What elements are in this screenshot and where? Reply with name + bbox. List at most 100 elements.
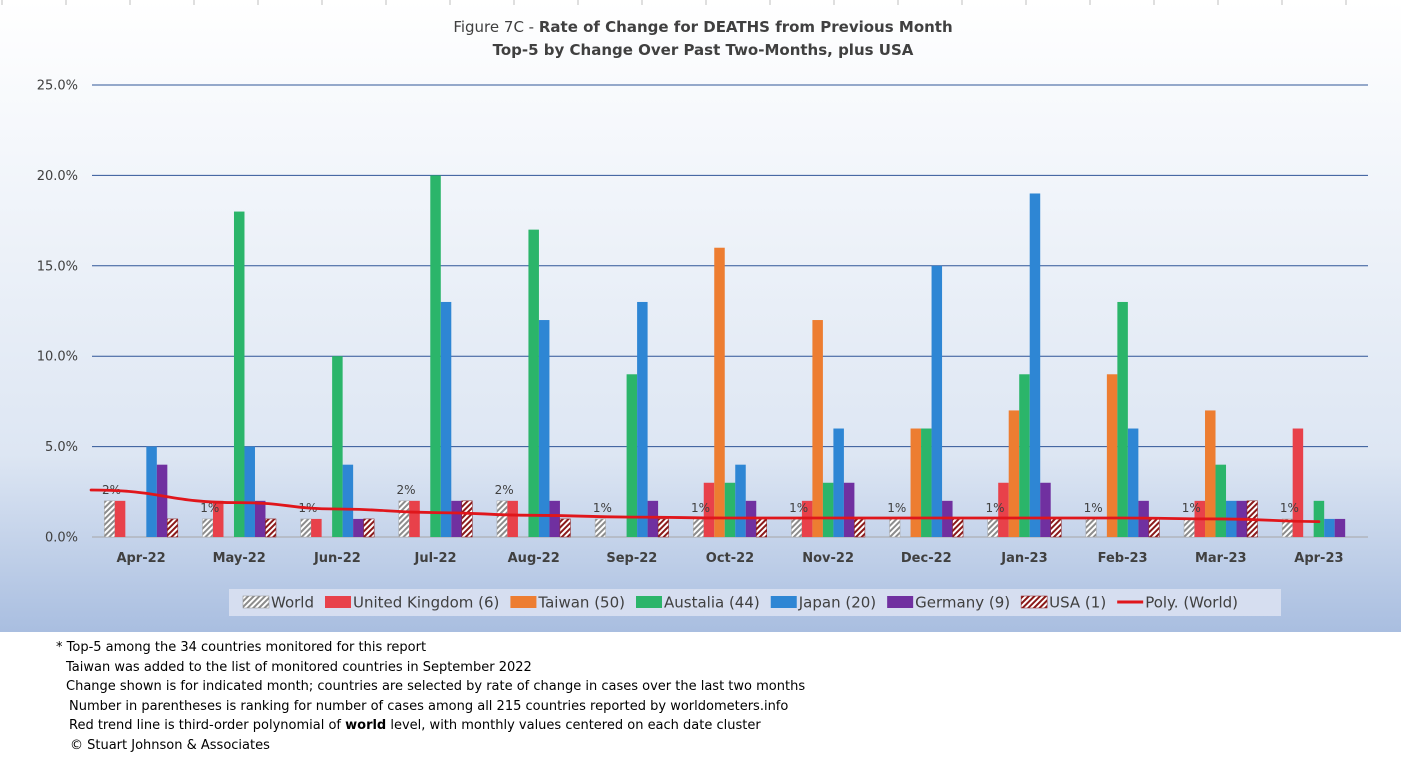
legend-label: Germany (9) [915, 594, 1010, 612]
legend-swatch [887, 596, 914, 608]
bar-japan-20-jan-23 [1029, 193, 1041, 538]
bar-austalia-44-dec-22 [921, 428, 932, 537]
bar-japan-20-oct-22 [735, 464, 746, 537]
bar-usa-1-jan-23 [1050, 518, 1062, 538]
y-tick-label: 15.0% [37, 259, 78, 274]
legend-swatch [242, 595, 270, 609]
bar-usa-1-jun-22 [363, 518, 375, 538]
bar-austalia-44-oct-22 [724, 482, 736, 537]
x-tick-label: Dec-22 [901, 551, 952, 566]
bar-united-kingdom-6-jun-22 [311, 518, 322, 537]
legend-label-trend: Poly. (World) [1145, 594, 1238, 612]
bar-united-kingdom-6-oct-22 [703, 482, 715, 537]
data-label-world: 1% [1280, 501, 1299, 515]
bar-austalia-44-aug-22 [528, 229, 539, 537]
bar-austalia-44-mar-23 [1215, 464, 1227, 537]
note-5-a: Red trend line is third-order polynomial… [69, 718, 346, 734]
data-label-world: 2% [495, 483, 514, 497]
bar-world-dec-22 [889, 518, 901, 538]
bar-usa-1-jul-22 [461, 500, 473, 538]
bar-japan-20-dec-22 [931, 265, 943, 537]
bar-usa-1-nov-22 [854, 518, 866, 538]
bar-world-jul-22 [398, 500, 410, 538]
y-tick-label: 25.0% [37, 79, 78, 94]
bar-germany-9-aug-22 [549, 500, 560, 537]
legend-label: United Kingdom (6) [353, 594, 499, 612]
bar-united-kingdom-6-jul-22 [409, 500, 420, 537]
bar-taiwan-50-jan-23 [1008, 410, 1020, 537]
bar-germany-9-may-22 [254, 500, 266, 537]
data-label-world: 1% [985, 501, 1004, 515]
note-line-6: © Stuart Johnson & Associates [70, 737, 270, 753]
data-label-world: 1% [691, 501, 710, 515]
bar-germany-9-sep-22 [647, 500, 659, 537]
x-tick-label: Oct-22 [706, 551, 754, 566]
bar-usa-1-feb-23 [1148, 518, 1160, 538]
bar-world-jun-22 [300, 518, 312, 538]
x-tick-label: Jun-22 [313, 551, 361, 566]
bar-germany-9-apr-23 [1334, 518, 1346, 537]
data-label-world: 2% [397, 483, 416, 497]
legend-label: Japan (20) [798, 594, 876, 612]
bar-world-sep-22 [594, 518, 606, 538]
chart-subtitle: Top-5 by Change Over Past Two-Months, pl… [493, 41, 914, 59]
bar-world-mar-23 [1183, 518, 1195, 538]
note-5-c: level, with monthly values centered on e… [386, 718, 761, 734]
bar-germany-9-jul-22 [451, 500, 462, 537]
bar-austalia-44-jan-23 [1019, 374, 1030, 537]
note-5-b: world [345, 718, 387, 734]
x-tick-label: Apr-23 [1294, 551, 1343, 566]
title-prefix: Figure 7C - [453, 18, 539, 36]
bar-germany-9-jan-23 [1040, 482, 1051, 537]
x-tick-label: Nov-22 [802, 551, 854, 566]
y-tick-label: 20.0% [37, 169, 78, 184]
bar-united-kingdom-6-may-22 [212, 500, 224, 537]
bar-austalia-44-may-22 [233, 211, 245, 537]
bar-world-may-22 [202, 518, 214, 538]
chart: Figure 7C - Rate of Change for DEATHS fr… [0, 0, 1401, 632]
x-tick-label: Apr-22 [116, 551, 165, 566]
data-label-world: 1% [1084, 501, 1103, 515]
y-tick-label: 5.0% [45, 440, 78, 455]
bar-usa-1-sep-22 [657, 518, 669, 538]
bar-germany-9-apr-22 [156, 464, 168, 537]
bar-world-nov-22 [791, 518, 803, 538]
bar-japan-20-nov-22 [833, 428, 844, 537]
trendline [89, 488, 1321, 524]
bar-japan-20-sep-22 [637, 301, 648, 537]
bar-austalia-44-jun-22 [332, 356, 343, 537]
bar-austalia-44-nov-22 [822, 482, 834, 537]
bar-usa-1-oct-22 [756, 518, 767, 538]
bar-united-kingdom-6-apr-22 [114, 500, 126, 537]
x-tick-label: May-22 [213, 551, 266, 566]
x-tick-label: Feb-23 [1098, 551, 1148, 566]
note-line-2: Taiwan was added to the list of monitore… [66, 659, 532, 675]
data-label-world: 1% [887, 501, 906, 515]
note-line-4: Number in parentheses is ranking for num… [69, 698, 789, 714]
bar-world-feb-23 [1085, 518, 1097, 538]
x-axis: Apr-22 May-22 Jun-22 Jul-22 Aug-22 Sep-22 Oct-… [116, 551, 1343, 566]
bar-united-kingdom-6-jan-23 [998, 482, 1009, 537]
bar-world-jan-23 [987, 518, 999, 538]
bar-austalia-44-feb-23 [1117, 301, 1128, 537]
legend-swatch [636, 596, 662, 608]
data-labels: 2%1% 1%2% 2%1% 1% 1% 1% 1% 1% 1% 1% [102, 483, 1299, 515]
title-main: Rate of Change for DEATHS from Previous … [539, 18, 953, 36]
bar-usa-1-aug-22 [559, 518, 571, 538]
bar-japan-20-apr-22 [146, 446, 157, 537]
bar-germany-9-jun-22 [353, 518, 364, 537]
bar-usa-1-may-22 [265, 518, 277, 538]
bar-japan-20-jun-22 [342, 464, 354, 537]
bar-taiwan-50-oct-22 [714, 247, 725, 537]
bar-united-kingdom-6-aug-22 [507, 500, 518, 537]
x-tick-label: Jul-22 [414, 551, 457, 566]
bar-world-apr-22 [104, 500, 116, 538]
bar-usa-1-apr-22 [167, 518, 179, 538]
bar-japan-20-apr-23 [1324, 518, 1335, 537]
data-label-world: 1% [789, 501, 808, 515]
bar-japan-20-feb-23 [1127, 428, 1139, 537]
legend-label: USA (1) [1049, 594, 1106, 612]
legend-label: Taiwan (50) [537, 594, 625, 612]
y-axis: 0.0% 5.0% 10.0% 15.0% 20.0% 25.0% [37, 79, 78, 546]
bar-austalia-44-sep-22 [626, 374, 638, 537]
